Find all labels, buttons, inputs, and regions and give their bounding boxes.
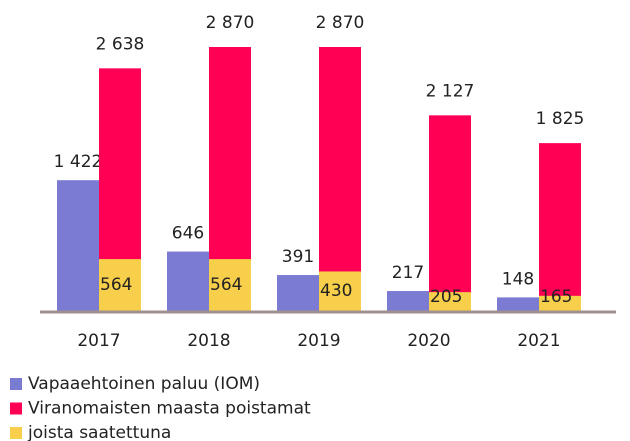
data-label: 2 870	[316, 13, 365, 33]
data-label: 646	[172, 224, 204, 244]
legend-label: Viranomaisten maasta poistamat	[28, 399, 311, 419]
bar	[167, 251, 209, 311]
legend-label: Vapaaehtoinen paluu (IOM)	[28, 374, 260, 394]
bar	[319, 271, 361, 311]
data-label: 2 127	[426, 81, 475, 101]
x-tick-label: 2021	[517, 331, 560, 351]
legend-swatch	[10, 378, 22, 390]
bar	[277, 275, 319, 311]
bar	[387, 291, 429, 311]
data-label: 430	[320, 281, 352, 301]
data-label: 148	[502, 269, 534, 289]
x-tick-label: 2018	[187, 331, 230, 351]
data-label: 1 422	[54, 152, 103, 172]
data-label: 2 638	[96, 34, 145, 54]
data-label: 564	[100, 275, 132, 295]
data-label: 391	[282, 247, 314, 267]
data-label: 2 870	[206, 13, 255, 33]
bar	[539, 143, 581, 311]
data-label: 564	[210, 275, 242, 295]
bar	[57, 180, 99, 311]
x-tick-label: 2019	[297, 331, 340, 351]
bar	[99, 259, 141, 311]
legend-label: joista saatettuna	[27, 423, 171, 441]
bar	[497, 297, 539, 311]
data-label: 205	[430, 287, 462, 307]
data-label: 165	[540, 287, 572, 307]
data-label: 217	[392, 263, 424, 283]
legend-swatch	[10, 427, 22, 439]
legend-swatch	[10, 402, 22, 415]
x-tick-label: 2020	[407, 331, 450, 351]
data-label: 1 825	[536, 109, 585, 129]
bar	[429, 292, 471, 311]
bar	[429, 115, 471, 311]
bar	[539, 295, 581, 311]
x-tick-label: 2017	[77, 331, 120, 351]
bar	[319, 47, 361, 311]
bar	[209, 259, 251, 311]
